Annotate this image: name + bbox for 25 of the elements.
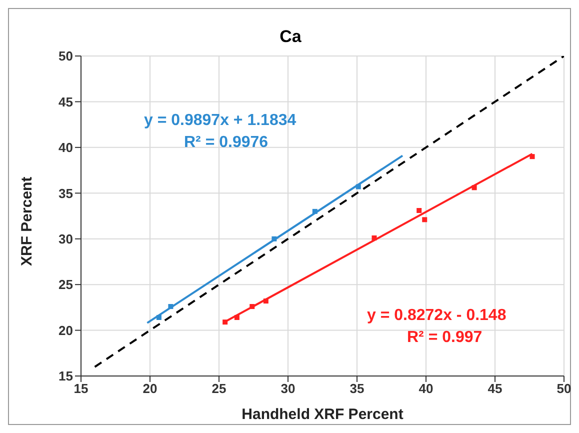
annotation: y = 0.8272x - 0.148 <box>367 307 506 325</box>
x-tick-label: 45 <box>488 381 502 396</box>
y-tick-label: 50 <box>58 48 73 64</box>
y-tick-label: 45 <box>58 94 73 110</box>
x-axis-title: Handheld XRF Percent <box>242 406 404 423</box>
y-tick-label: 15 <box>58 368 73 384</box>
x-tick-label: 25 <box>212 381 226 396</box>
x-tick-label: 50 <box>556 381 572 396</box>
x-tick-label: 15 <box>74 381 88 396</box>
x-tick-label: 20 <box>142 381 158 396</box>
x-tick-label: 40 <box>418 381 434 396</box>
annotation: y = 0.9897x + 1.1834 <box>144 112 296 130</box>
y-tick-label: 20 <box>58 322 73 338</box>
x-tick-label: 30 <box>280 381 296 396</box>
y-tick-label: 30 <box>58 231 73 246</box>
chart-title: Ca <box>278 27 302 47</box>
point <box>422 217 428 222</box>
y-tick-label: 35 <box>58 186 73 201</box>
annotation: R² = 0.997 <box>407 329 482 347</box>
y-tick-label: 25 <box>58 277 73 292</box>
annotation: R² = 0.9976 <box>184 134 268 152</box>
point <box>416 208 422 214</box>
y-axis-title: XRF Percent <box>18 176 36 266</box>
x-tick-label: 35 <box>350 381 364 396</box>
y-tick-label: 40 <box>58 140 73 156</box>
